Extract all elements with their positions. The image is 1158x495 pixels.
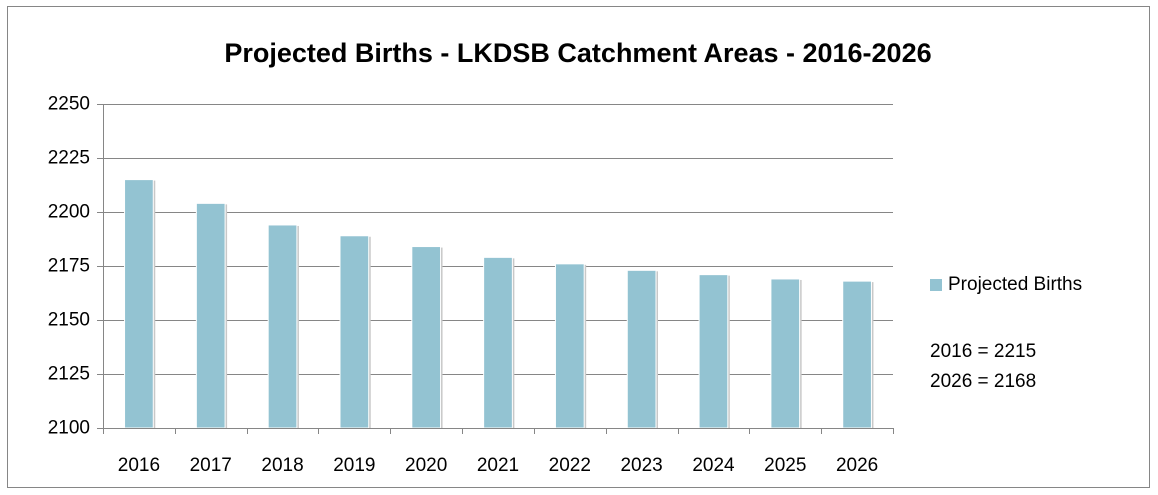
bar [339, 235, 370, 429]
bar [124, 179, 154, 429]
bar [770, 278, 801, 429]
bar [411, 246, 442, 429]
x-tick-label: 2024 [692, 455, 735, 476]
y-tick-label: 2125 [48, 364, 90, 385]
x-tick-label: 2020 [405, 455, 447, 476]
bar [554, 263, 585, 429]
x-tick-label: 2019 [333, 455, 375, 476]
x-tick-label: 2016 [118, 455, 160, 476]
annotation: 2026 = 2168 [930, 371, 1036, 392]
annotation: 2016 = 2215 [930, 341, 1036, 362]
bar [267, 224, 298, 429]
legend-label: Projected Births [948, 274, 1082, 295]
x-tick-label: 2023 [620, 455, 662, 476]
y-tick-label: 2250 [48, 94, 90, 115]
x-tick-label: 2017 [190, 455, 232, 476]
bar [483, 256, 513, 429]
y-tick-label: 2200 [48, 202, 90, 223]
legend-swatch [930, 279, 942, 291]
x-tick-label: 2025 [764, 455, 806, 476]
y-tick-label: 2175 [48, 256, 90, 277]
bar [626, 269, 657, 429]
bar [842, 280, 872, 429]
x-tick-label: 2018 [261, 455, 303, 476]
y-tick-label: 2225 [48, 148, 90, 169]
chart-title: Projected Births - LKDSB Catchment Areas… [224, 38, 931, 68]
y-tick-label: 2100 [48, 418, 90, 439]
x-tick-label: 2021 [477, 455, 519, 476]
bar [195, 202, 226, 429]
y-tick-label: 2150 [48, 310, 90, 331]
x-tick-label: 2026 [836, 455, 878, 476]
x-tick-label: 2022 [549, 455, 591, 476]
bar [698, 274, 729, 429]
